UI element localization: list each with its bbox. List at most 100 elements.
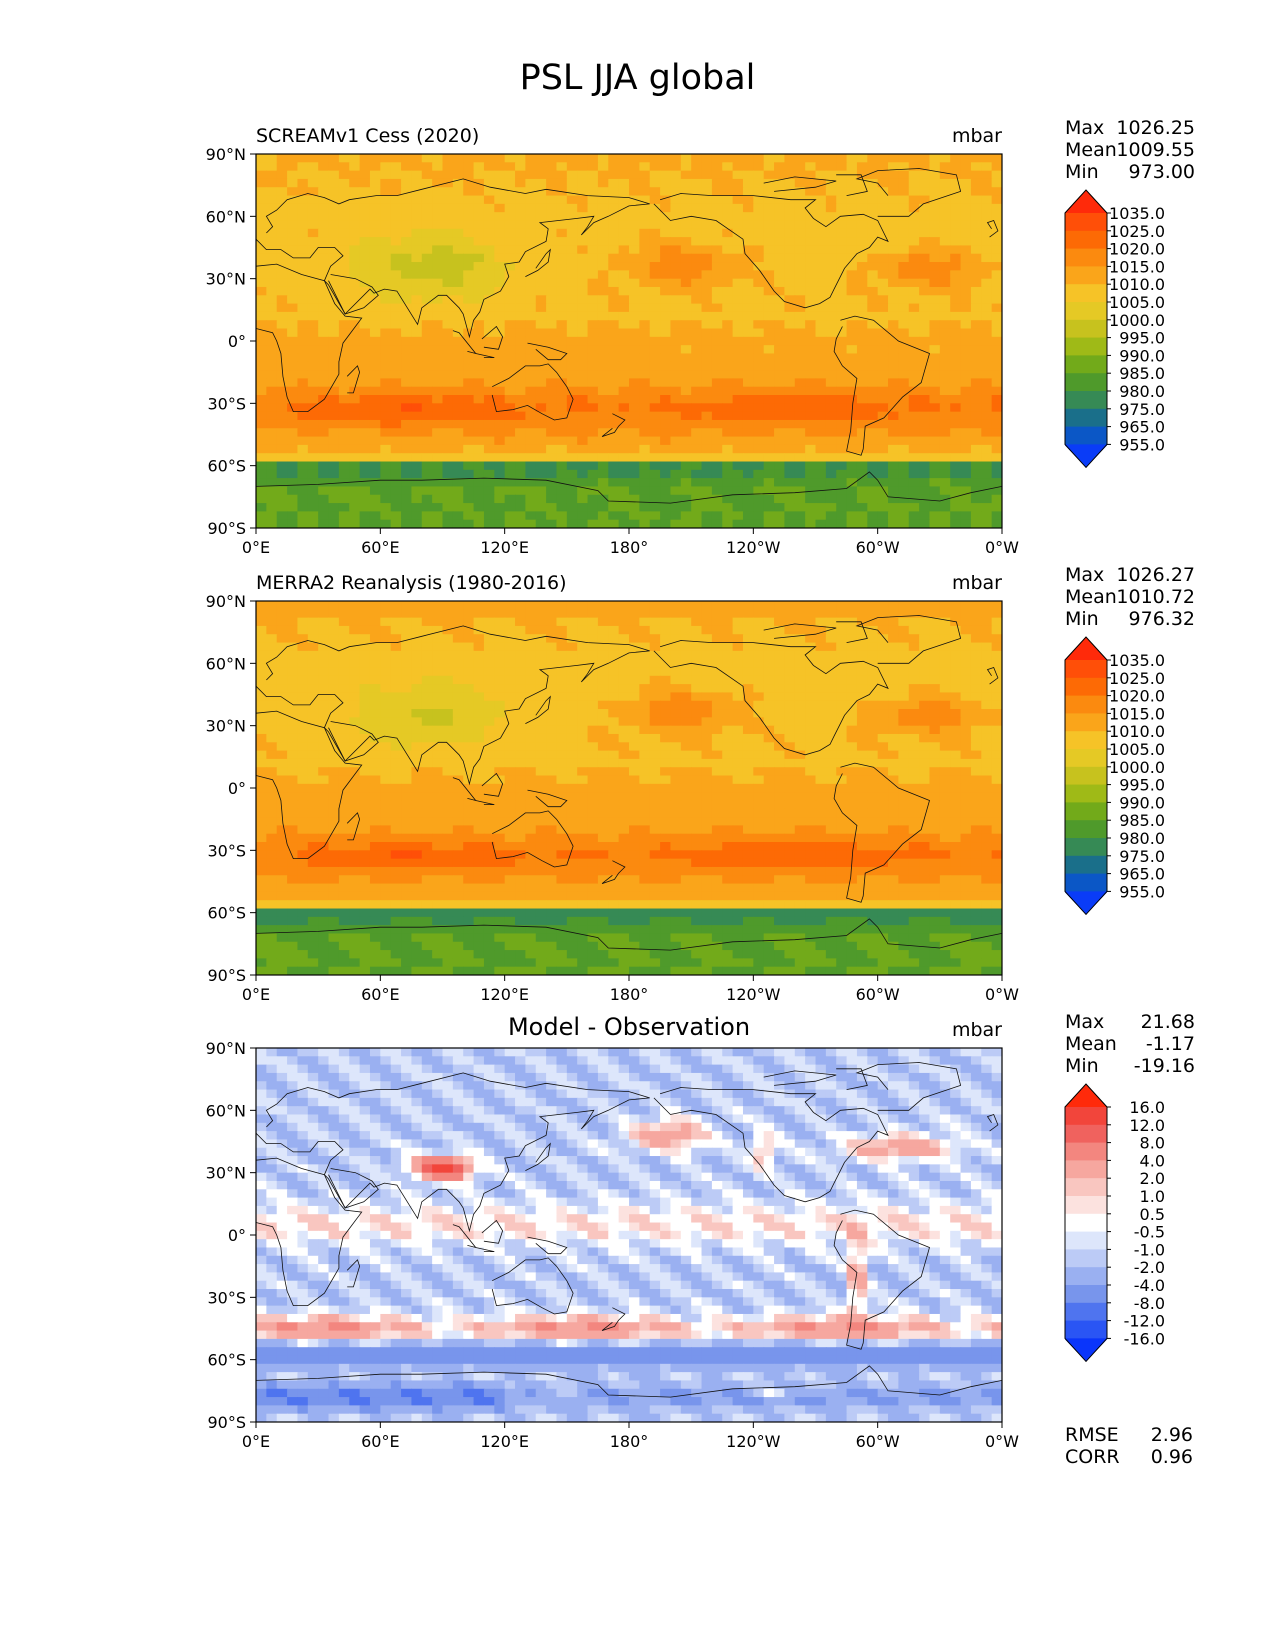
field-cell bbox=[515, 601, 526, 610]
field-cell bbox=[711, 187, 723, 197]
field-cell bbox=[369, 642, 381, 652]
field-cell bbox=[981, 428, 993, 438]
field-cell bbox=[328, 486, 340, 496]
field-cell bbox=[939, 775, 951, 785]
field-cell bbox=[566, 709, 578, 718]
field-cell bbox=[473, 162, 485, 172]
field-cell bbox=[701, 667, 713, 677]
field-cell bbox=[390, 692, 402, 702]
field-cell bbox=[763, 659, 775, 669]
field-cell bbox=[525, 503, 537, 512]
field-cell bbox=[950, 758, 962, 768]
field-cell bbox=[670, 403, 682, 413]
field-cell bbox=[307, 767, 319, 777]
field-cell bbox=[307, 411, 319, 421]
field-cell bbox=[546, 303, 558, 313]
field-cell bbox=[670, 270, 682, 280]
field-cell bbox=[825, 725, 837, 735]
field-cell bbox=[991, 742, 1002, 752]
field-cell bbox=[442, 675, 454, 685]
field-cell bbox=[556, 733, 568, 743]
field-cell bbox=[369, 162, 381, 172]
field-cell bbox=[629, 675, 640, 685]
field-cell bbox=[566, 519, 578, 528]
field-cell bbox=[939, 378, 951, 388]
field-cell bbox=[660, 336, 672, 346]
field-cell bbox=[898, 419, 910, 429]
field-cell bbox=[266, 395, 278, 404]
field-cell bbox=[577, 178, 589, 188]
field-cell bbox=[597, 634, 609, 644]
field-cell bbox=[742, 270, 754, 280]
field-cell bbox=[504, 625, 516, 635]
field-cell bbox=[256, 478, 267, 488]
field-cell bbox=[711, 303, 723, 313]
field-cell bbox=[774, 419, 786, 429]
field-cell bbox=[774, 178, 786, 188]
field-cell bbox=[390, 395, 402, 404]
field-cell bbox=[836, 725, 848, 735]
field-cell bbox=[463, 245, 475, 255]
field-cell bbox=[307, 386, 319, 396]
field-cell bbox=[566, 758, 578, 768]
field-cell bbox=[401, 625, 413, 635]
field-cell bbox=[970, 478, 982, 488]
field-cell bbox=[660, 767, 672, 777]
field-cell bbox=[307, 511, 319, 521]
field-cell bbox=[494, 783, 506, 793]
field-cell bbox=[970, 733, 982, 743]
field-cell bbox=[515, 758, 526, 768]
field-cell bbox=[898, 758, 910, 768]
field-cell bbox=[401, 419, 413, 429]
field-cell bbox=[266, 237, 278, 247]
field-cell bbox=[535, 361, 547, 371]
field-cell bbox=[888, 320, 899, 330]
stat-value: 1010.72 bbox=[1116, 586, 1195, 608]
field-cell bbox=[483, 436, 495, 446]
field-cell bbox=[338, 486, 350, 496]
field-cell bbox=[649, 758, 661, 768]
field-cell bbox=[338, 733, 350, 743]
field-cell bbox=[711, 486, 723, 496]
field-cell bbox=[856, 245, 868, 255]
field-cell bbox=[432, 650, 444, 660]
field-cell bbox=[256, 295, 267, 305]
field-cell bbox=[401, 237, 413, 247]
field-cell bbox=[908, 684, 920, 694]
field-cell bbox=[297, 195, 309, 205]
field-cell bbox=[349, 353, 361, 363]
field-cell bbox=[846, 203, 858, 213]
field-cell bbox=[784, 328, 796, 338]
field-cell bbox=[473, 692, 485, 702]
field-cell bbox=[919, 684, 931, 694]
field-cell bbox=[432, 675, 444, 685]
field-cell bbox=[577, 717, 589, 727]
field-cell bbox=[722, 486, 734, 496]
field-cell bbox=[991, 453, 1002, 463]
field-cell bbox=[318, 345, 330, 355]
field-cell bbox=[504, 386, 516, 396]
field-cell bbox=[825, 617, 837, 627]
field-cell bbox=[856, 320, 868, 330]
field-cell bbox=[774, 253, 786, 263]
field-cell bbox=[908, 395, 920, 404]
field-cell bbox=[297, 345, 309, 355]
field-cell bbox=[836, 262, 848, 271]
field-cell bbox=[597, 675, 609, 685]
lat-tick-label: 90°S bbox=[207, 519, 246, 538]
field-cell bbox=[753, 286, 765, 296]
field-cell bbox=[256, 700, 267, 710]
field-cell bbox=[390, 667, 402, 677]
field-cell bbox=[960, 625, 972, 635]
field-cell bbox=[649, 270, 661, 280]
field-cell bbox=[535, 345, 547, 355]
field-cell bbox=[411, 237, 423, 247]
field-cell bbox=[732, 245, 744, 255]
field-cell bbox=[970, 742, 982, 752]
field-cell bbox=[597, 328, 609, 338]
field-cell bbox=[608, 245, 620, 255]
field-cell bbox=[846, 609, 858, 619]
field-cell bbox=[784, 403, 796, 413]
field-cell bbox=[929, 659, 941, 669]
field-cell bbox=[888, 336, 899, 346]
